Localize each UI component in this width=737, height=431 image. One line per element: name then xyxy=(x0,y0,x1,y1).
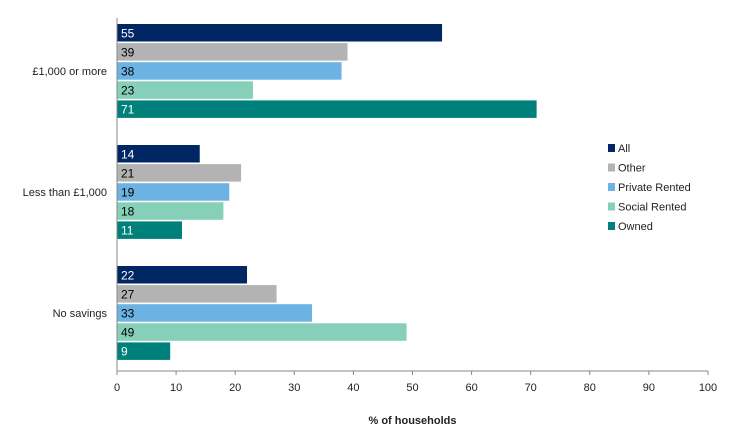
x-tick-label-90: 90 xyxy=(643,382,655,394)
data-label-less-than-1-000-owned: 11 xyxy=(121,224,134,238)
legend-label-social-rented: Social Rented xyxy=(618,202,687,214)
x-tick-label-80: 80 xyxy=(584,382,596,394)
data-label-no-savings-social-rented: 49 xyxy=(121,326,135,340)
data-label--1-000-or-more-all: 55 xyxy=(121,26,135,40)
data-label--1-000-or-more-private-rented: 38 xyxy=(121,64,135,78)
data-label-no-savings-all: 22 xyxy=(121,268,135,282)
x-tick-label-40: 40 xyxy=(347,382,359,394)
legend-swatch-other xyxy=(608,163,615,172)
bar-less-than-1-000-private-rented xyxy=(117,183,230,201)
data-label-less-than-1-000-other: 21 xyxy=(121,166,135,180)
bar--1-000-or-more-owned xyxy=(117,100,537,118)
bar-no-savings-social-rented xyxy=(117,323,407,341)
legend-label-all: All xyxy=(618,143,630,155)
legend-swatch-social-rented xyxy=(608,202,615,211)
data-label--1-000-or-more-owned: 71 xyxy=(121,103,135,117)
data-label-less-than-1-000-private-rented: 19 xyxy=(121,185,135,199)
x-tick-label-50: 50 xyxy=(406,382,418,394)
x-tick-label-100: 100 xyxy=(699,382,717,394)
x-axis-title: % of households xyxy=(369,415,457,427)
category-label-0: £1,000 or more xyxy=(32,66,107,78)
x-tick-label-60: 60 xyxy=(465,382,477,394)
category-label-2: No savings xyxy=(53,308,108,320)
bar-no-savings-other xyxy=(117,285,277,303)
x-tick-label-30: 30 xyxy=(288,382,300,394)
data-label-less-than-1-000-all: 14 xyxy=(121,147,135,161)
category-labels: £1,000 or more Less than £1,000 No savings xyxy=(23,66,108,320)
x-tick-label-10: 10 xyxy=(170,382,182,394)
legend: All Other Private Rented Social Rented Owned xyxy=(608,143,691,233)
bar--1-000-or-more-all xyxy=(117,24,443,42)
x-tick-label-0: 0 xyxy=(114,382,120,394)
x-ticks: 0 10 20 30 40 50 60 70 80 90 100 xyxy=(114,371,717,394)
bar-less-than-1-000-owned xyxy=(117,221,183,239)
bar-less-than-1-000-social-rented xyxy=(117,202,224,220)
legend-swatch-all xyxy=(608,144,615,152)
bar-less-than-1-000-all xyxy=(117,145,200,163)
bar--1-000-or-more-other xyxy=(117,43,348,61)
data-label--1-000-or-more-social-rented: 23 xyxy=(121,84,135,98)
legend-label-private-rented: Private Rented xyxy=(618,182,691,194)
data-label--1-000-or-more-other: 39 xyxy=(121,45,135,59)
legend-swatch-owned xyxy=(608,222,615,230)
data-label-no-savings-private-rented: 33 xyxy=(121,306,135,320)
bar-less-than-1-000-other xyxy=(117,164,242,182)
category-label-1: Less than £1,000 xyxy=(23,187,107,199)
bar--1-000-or-more-private-rented xyxy=(117,62,342,80)
legend-label-owned: Owned xyxy=(618,221,653,233)
bar-no-savings-owned xyxy=(117,342,171,360)
bars-layer: 55 39 38 23 71 14 21 19 18 11 22 27 33 49 9 xyxy=(117,24,537,360)
data-label-no-savings-other: 27 xyxy=(121,287,135,301)
bar--1-000-or-more-social-rented xyxy=(117,81,253,99)
legend-label-other: Other xyxy=(618,163,646,175)
bar-no-savings-private-rented xyxy=(117,304,313,322)
legend-swatch-private-rented xyxy=(608,183,615,191)
x-tick-label-20: 20 xyxy=(229,382,241,394)
x-tick-label-70: 70 xyxy=(525,382,537,394)
bar-no-savings-all xyxy=(117,266,248,284)
data-label-less-than-1-000-social-rented: 18 xyxy=(121,205,135,219)
data-label-no-savings-owned: 9 xyxy=(121,345,128,359)
